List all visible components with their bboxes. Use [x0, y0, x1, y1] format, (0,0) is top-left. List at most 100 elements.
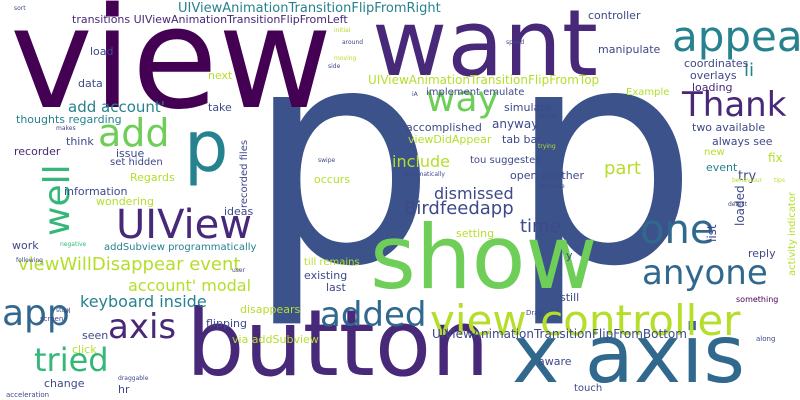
word: event: [706, 161, 738, 174]
word: along: [756, 335, 776, 343]
word: anyone: [642, 253, 768, 293]
word: open another: [510, 169, 584, 182]
word: behaviour: [732, 177, 763, 184]
word: draggable: [118, 375, 149, 382]
word: ul: [64, 307, 71, 315]
word: click: [72, 343, 97, 356]
word: viewDidAppear: [408, 133, 492, 146]
word: reply: [748, 247, 776, 260]
word: tried: [34, 341, 109, 379]
word: Thank: [682, 85, 787, 125]
word: take: [208, 101, 232, 114]
word: Drag: [526, 309, 544, 317]
word: UIViewAnimationTransitionFlipFromRight: [178, 1, 441, 16]
word: stop: [56, 307, 69, 314]
word: information: [64, 185, 128, 198]
word: disappears: [240, 303, 301, 316]
word: still: [560, 291, 580, 304]
word: tips: [774, 177, 785, 184]
word: viewWillDisappear event: [18, 254, 241, 275]
word: wondering: [96, 195, 154, 208]
word: animate: [540, 183, 565, 190]
word: automatically: [404, 171, 445, 178]
word: account' modal: [128, 276, 252, 295]
word: till remains: [304, 257, 360, 268]
word: always see: [712, 135, 773, 148]
word: makes: [56, 125, 76, 132]
word: Example: [626, 87, 670, 98]
word: tou suggested: [470, 155, 542, 166]
word: manipulate: [598, 43, 661, 56]
word: aware: [538, 355, 572, 368]
word: tab bar: [502, 133, 542, 146]
word: touch: [574, 383, 603, 394]
word: fix: [768, 151, 783, 165]
word: well: [37, 164, 78, 236]
word: anyway: [492, 117, 539, 131]
word: moving: [334, 55, 357, 62]
word: recorded files: [239, 139, 250, 208]
word: speed: [506, 39, 525, 46]
word: button: [186, 290, 490, 397]
word: p: [246, 0, 437, 332]
word: recorder: [14, 145, 61, 158]
word: time: [520, 216, 561, 237]
word: view controller: [430, 296, 741, 345]
word: add: [98, 111, 170, 155]
word: around: [342, 39, 364, 46]
word: UIViewAnimationTransitionFlipFromBottom: [432, 327, 687, 341]
word: part: [604, 158, 641, 179]
word: want: [372, 0, 599, 97]
word: keyboard inside: [80, 292, 207, 311]
word: via addSubview: [232, 333, 319, 346]
word: Regards: [130, 171, 175, 184]
word: initial: [334, 27, 351, 34]
word: load: [90, 45, 114, 58]
word: sort: [14, 5, 26, 12]
word: side: [328, 63, 341, 70]
word: overlays: [690, 69, 737, 82]
word: data: [78, 77, 103, 90]
word: one: [640, 207, 715, 253]
word: coordinates: [684, 57, 749, 70]
word: show: [370, 206, 598, 309]
word: change: [44, 377, 85, 390]
word: thoughts regarding: [16, 113, 122, 126]
word: added: [320, 295, 427, 335]
word: last: [326, 281, 346, 294]
word: UIView: [116, 202, 252, 248]
word: trying: [538, 143, 556, 150]
word: include: [392, 152, 450, 171]
word: app: [2, 293, 70, 334]
word: ideas: [224, 205, 254, 218]
word: dismissed: [434, 184, 514, 203]
word: something: [736, 295, 779, 304]
word: transitions UIViewAnimationTransitionFli…: [72, 13, 348, 26]
word: flipping: [206, 317, 247, 330]
word: view: [10, 0, 333, 141]
word: controller: [588, 9, 641, 22]
word: way: [426, 79, 499, 120]
word: occurs: [314, 173, 351, 186]
word: UIViewAnimationTransitionFlipFromTop: [368, 73, 600, 87]
word: issue: [116, 147, 145, 160]
word: new: [704, 147, 725, 158]
word: next: [208, 69, 233, 82]
word: implement emulate: [426, 87, 525, 98]
word: Birdfeedapp: [404, 198, 514, 219]
word: axis: [108, 307, 177, 347]
word: seen: [82, 329, 109, 342]
word: swipe: [318, 157, 336, 164]
word: photo: [540, 113, 558, 120]
word: y: [566, 249, 573, 262]
word: screen: [40, 315, 64, 323]
word: activity indicator: [787, 191, 798, 276]
word: existing: [304, 269, 348, 282]
word: simulate: [504, 101, 552, 114]
word: x axis: [512, 308, 746, 400]
word: accomplished: [406, 121, 482, 134]
word: p: [508, 0, 699, 332]
word: user: [232, 267, 246, 274]
word: iA: [412, 91, 418, 98]
